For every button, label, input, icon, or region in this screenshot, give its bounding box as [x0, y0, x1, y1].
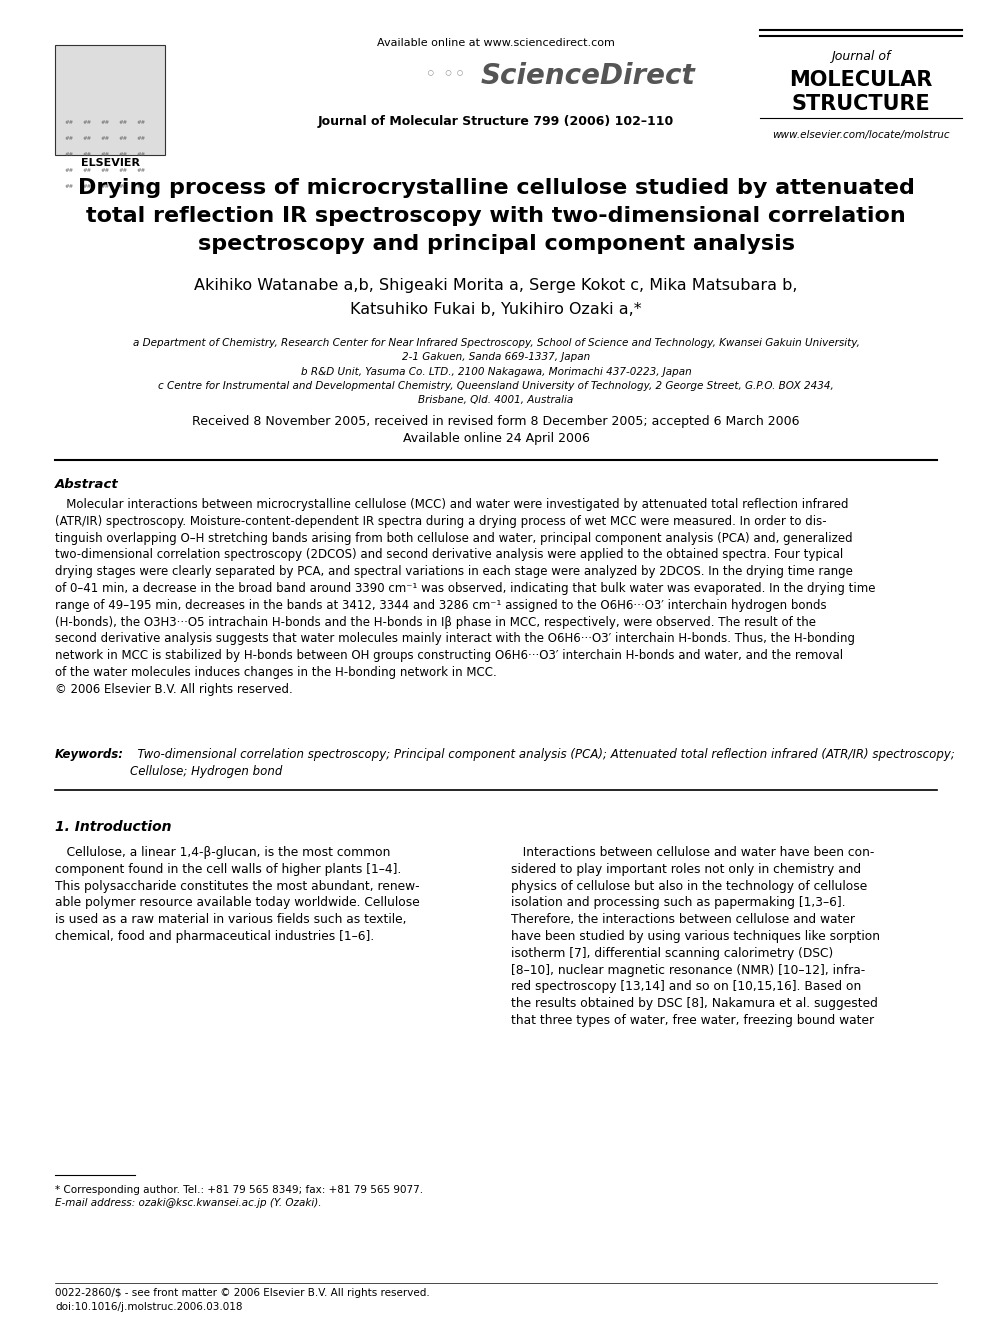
Text: ##: ##: [83, 120, 92, 124]
Text: ##: ##: [101, 120, 110, 124]
Text: ##: ##: [137, 168, 146, 173]
Text: Drying process of microcrystalline cellulose studied by attenuated: Drying process of microcrystalline cellu…: [77, 179, 915, 198]
Text: Molecular interactions between microcrystalline cellulose (MCC) and water were i: Molecular interactions between microcrys…: [55, 497, 876, 696]
Text: Abstract: Abstract: [55, 478, 119, 491]
Text: ##: ##: [119, 152, 128, 157]
Text: ##: ##: [65, 184, 74, 189]
Text: ##: ##: [83, 168, 92, 173]
Text: ##: ##: [83, 184, 92, 189]
Text: 1. Introduction: 1. Introduction: [55, 820, 172, 833]
Text: Keywords:: Keywords:: [55, 747, 124, 761]
Text: Interactions between cellulose and water have been con-
sidered to play importan: Interactions between cellulose and water…: [511, 845, 880, 1027]
Text: spectroscopy and principal component analysis: spectroscopy and principal component ana…: [197, 234, 795, 254]
Text: ##: ##: [137, 184, 146, 189]
Text: total reflection IR spectroscopy with two-dimensional correlation: total reflection IR spectroscopy with tw…: [86, 206, 906, 226]
Text: ##: ##: [119, 136, 128, 142]
Text: Two-dimensional correlation spectroscopy; Principal component analysis (PCA); At: Two-dimensional correlation spectroscopy…: [130, 747, 955, 778]
Text: Katsuhiko Fukai b, Yukihiro Ozaki a,*: Katsuhiko Fukai b, Yukihiro Ozaki a,*: [350, 302, 642, 318]
Text: Available online at www.sciencedirect.com: Available online at www.sciencedirect.co…: [377, 38, 615, 48]
Text: Journal of: Journal of: [831, 50, 891, 64]
Text: ##: ##: [65, 168, 74, 173]
Text: ##: ##: [101, 136, 110, 142]
Text: ##: ##: [137, 152, 146, 157]
Text: ##: ##: [101, 184, 110, 189]
Text: ScienceDirect: ScienceDirect: [481, 62, 695, 90]
Bar: [55, 45, 165, 155]
Text: ##: ##: [119, 120, 128, 124]
Text: ◦ ◦◦: ◦ ◦◦: [426, 65, 466, 83]
Text: Akihiko Watanabe a,b, Shigeaki Morita a, Serge Kokot c, Mika Matsubara b,: Akihiko Watanabe a,b, Shigeaki Morita a,…: [194, 278, 798, 292]
Text: STRUCTURE: STRUCTURE: [792, 94, 930, 114]
Text: ##: ##: [65, 152, 74, 157]
Text: ##: ##: [65, 136, 74, 142]
Text: doi:10.1016/j.molstruc.2006.03.018: doi:10.1016/j.molstruc.2006.03.018: [55, 1302, 242, 1312]
Text: ELSEVIER: ELSEVIER: [80, 157, 140, 168]
Text: 2-1 Gakuen, Sanda 669-1337, Japan: 2-1 Gakuen, Sanda 669-1337, Japan: [402, 352, 590, 363]
Text: Journal of Molecular Structure 799 (2006) 102–110: Journal of Molecular Structure 799 (2006…: [317, 115, 675, 128]
Text: ##: ##: [119, 184, 128, 189]
Text: b R&D Unit, Yasuma Co. LTD., 2100 Nakagawa, Morimachi 437-0223, Japan: b R&D Unit, Yasuma Co. LTD., 2100 Nakaga…: [301, 366, 691, 377]
Text: ##: ##: [137, 120, 146, 124]
Text: ##: ##: [83, 152, 92, 157]
Text: * Corresponding author. Tel.: +81 79 565 8349; fax: +81 79 565 9077.: * Corresponding author. Tel.: +81 79 565…: [55, 1185, 424, 1195]
Text: ##: ##: [83, 136, 92, 142]
Text: Cellulose, a linear 1,4-β-glucan, is the most common
component found in the cell: Cellulose, a linear 1,4-β-glucan, is the…: [55, 845, 420, 943]
Text: ##: ##: [119, 168, 128, 173]
Text: a Department of Chemistry, Research Center for Near Infrared Spectroscopy, Schoo: a Department of Chemistry, Research Cent…: [133, 337, 859, 348]
Text: ##: ##: [101, 152, 110, 157]
Text: www.elsevier.com/locate/molstruc: www.elsevier.com/locate/molstruc: [772, 130, 949, 140]
Text: Received 8 November 2005, received in revised form 8 December 2005; accepted 6 M: Received 8 November 2005, received in re…: [192, 415, 800, 429]
Text: MOLECULAR: MOLECULAR: [790, 70, 932, 90]
Text: ##: ##: [101, 168, 110, 173]
Text: E-mail address: ozaki@ksc.kwansei.ac.jp (Y. Ozaki).: E-mail address: ozaki@ksc.kwansei.ac.jp …: [55, 1199, 321, 1208]
Text: ##: ##: [65, 120, 74, 124]
Text: 0022-2860/$ - see front matter © 2006 Elsevier B.V. All rights reserved.: 0022-2860/$ - see front matter © 2006 El…: [55, 1289, 430, 1298]
Text: c Centre for Instrumental and Developmental Chemistry, Queensland University of : c Centre for Instrumental and Developmen…: [158, 381, 834, 392]
Text: Brisbane, Qld. 4001, Australia: Brisbane, Qld. 4001, Australia: [419, 396, 573, 405]
Text: ##: ##: [137, 136, 146, 142]
Text: Available online 24 April 2006: Available online 24 April 2006: [403, 433, 589, 445]
